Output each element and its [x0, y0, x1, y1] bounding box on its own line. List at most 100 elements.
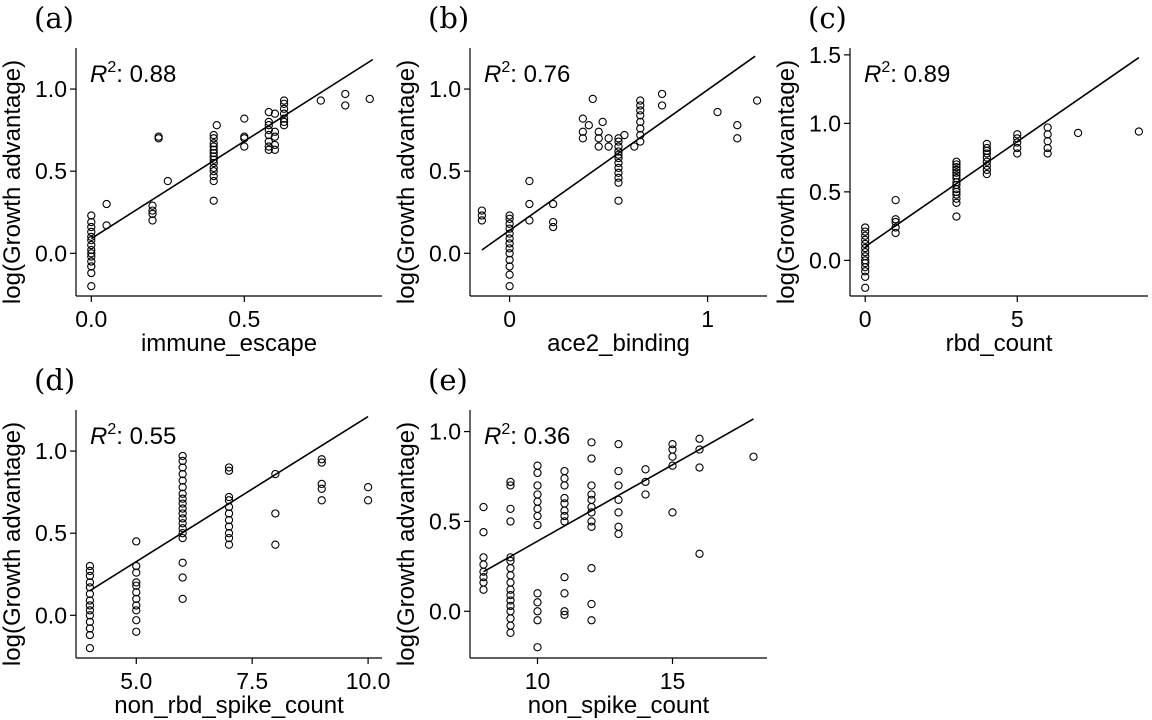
y-tick-label: 0.0: [35, 602, 67, 628]
data-point: [506, 553, 515, 562]
data-point: [270, 109, 280, 118]
data-point: [506, 601, 515, 611]
data-point: [506, 621, 515, 630]
data-point: [560, 589, 569, 598]
data-point: [560, 499, 569, 508]
data-point: [587, 599, 596, 609]
data-point: [891, 228, 900, 238]
data-point: [891, 215, 900, 224]
data-point: [178, 519, 187, 528]
data-point: [587, 563, 596, 573]
r-squared-value: : 0.55: [116, 423, 176, 450]
y-axis-label: log(Growth advantage): [773, 60, 800, 304]
data-point: [587, 517, 596, 526]
r-squared-value: : 0.89: [890, 61, 950, 88]
r-superscript: 2: [501, 421, 510, 438]
data-point: [952, 174, 961, 183]
data-point: [533, 490, 542, 499]
data-point: [87, 217, 96, 227]
data-point: [87, 249, 96, 258]
data-point: [479, 572, 488, 582]
data-point: [1043, 123, 1052, 132]
data-point: [861, 239, 870, 249]
data-point: [952, 198, 961, 207]
y-axis-label: log(Growth advantage): [393, 60, 420, 304]
data-point: [132, 568, 141, 577]
data-point: [224, 502, 234, 512]
data-point: [641, 477, 650, 487]
data-point: [861, 267, 870, 276]
y-tick-label: 1.0: [35, 438, 67, 464]
data-point: [587, 438, 596, 447]
data-point: [657, 101, 667, 110]
data-point: [224, 515, 234, 525]
data-point: [952, 190, 961, 199]
data-point: [85, 601, 95, 610]
data-point: [713, 107, 722, 117]
r-squared-annotation: R2: 0.36: [484, 421, 570, 450]
data-point: [578, 114, 588, 123]
data-point: [209, 158, 218, 168]
data-point: [533, 643, 542, 652]
data-point: [587, 502, 596, 512]
y-tick-label: 0.0: [429, 598, 461, 624]
data-point: [477, 216, 487, 225]
x-axis-label: immune_escape: [141, 330, 317, 357]
data-point: [479, 560, 488, 569]
data-point: [891, 195, 900, 205]
data-point: [506, 614, 515, 623]
data-point: [506, 556, 515, 566]
data-point: [209, 130, 218, 140]
data-point: [533, 616, 542, 625]
data-point: [317, 484, 326, 493]
data-point: [178, 483, 187, 492]
data-point: [587, 616, 596, 625]
data-point: [636, 117, 645, 127]
data-point: [178, 499, 187, 508]
data-point: [1073, 128, 1083, 138]
data-point: [668, 445, 677, 454]
data-point: [279, 109, 289, 118]
data-point: [1013, 149, 1022, 158]
data-point: [982, 161, 991, 170]
data-point: [87, 257, 96, 266]
data-point: [178, 463, 187, 472]
data-point: [85, 624, 95, 633]
x-tick-label: 15: [660, 668, 686, 694]
x-tick-label: 1: [701, 306, 714, 332]
y-tick-label: 1.0: [809, 110, 841, 136]
data-point: [87, 268, 96, 278]
data-point: [212, 121, 221, 130]
data-point: [614, 495, 623, 505]
data-point: [317, 455, 326, 464]
data-point: [588, 94, 597, 104]
data-point: [178, 558, 187, 567]
data-point: [270, 140, 280, 150]
data-point: [614, 522, 623, 531]
y-tick-label: 0.5: [429, 508, 461, 534]
data-point: [506, 517, 515, 526]
data-point: [279, 104, 289, 113]
data-point: [861, 235, 870, 244]
data-point: [861, 252, 870, 261]
data-point: [132, 616, 141, 625]
data-point: [132, 537, 141, 546]
data-point: [102, 199, 111, 209]
data-point: [587, 495, 596, 505]
data-point: [952, 157, 961, 166]
data-point: [594, 127, 603, 136]
x-axis-label: rbd_count: [946, 330, 1053, 357]
data-point: [614, 196, 623, 205]
data-point: [87, 262, 96, 271]
x-tick-label: 0: [859, 306, 872, 332]
data-point: [209, 176, 218, 186]
panel-label: (e): [428, 363, 468, 397]
x-tick-label: 10: [525, 668, 551, 694]
data-point: [178, 469, 187, 479]
data-point: [264, 121, 273, 130]
data-point: [505, 219, 514, 228]
subplot-a: (a) 0.0 0.5 0.0 0.5 1.0 immune_escape log(Growt…: [0, 1, 382, 357]
data-point: [279, 96, 289, 105]
data-point: [587, 481, 596, 490]
data-point: [505, 249, 514, 258]
